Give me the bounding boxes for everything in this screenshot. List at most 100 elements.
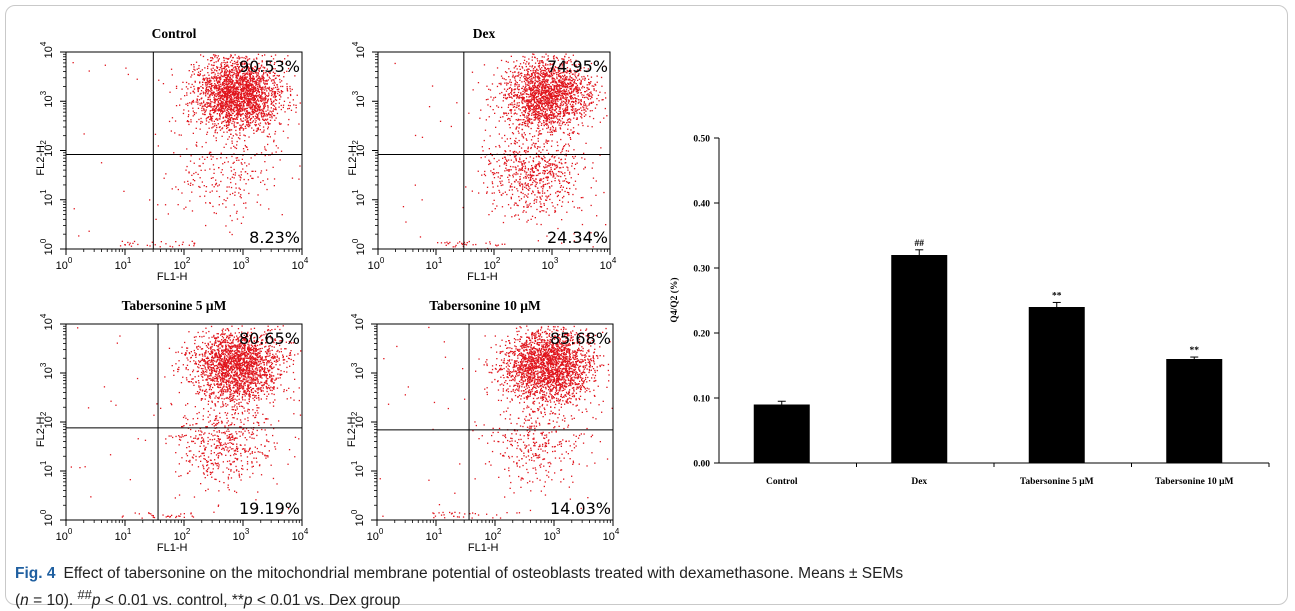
flow-y-tick-label: 100 (39, 238, 55, 255)
flow-y-axis-label: FL2-H (347, 145, 359, 176)
flow-y-tick-label: 103 (350, 362, 366, 379)
bar-y-tick-label: 0.00 (693, 460, 710, 470)
caption-n-symbol: n (20, 592, 29, 610)
caption-p-symbol-2: p (243, 592, 253, 610)
flow-y-tick-label: 104 (39, 313, 55, 330)
flow-x-axis-label: FL1-H (157, 271, 188, 283)
caption-vs-control: < 0.01 vs. control, ** (100, 592, 244, 610)
caption-line-1: Fig. 4 Effect of tabersonine on the mitoc… (15, 563, 1280, 584)
bar-y-tick-label: 0.30 (693, 265, 710, 275)
flow-x-tick-label: 102 (484, 256, 501, 272)
flow-frame-4 (376, 323, 614, 521)
flow-panel-3: 100100101101102102103103104104FL1-HFL2-H… (35, 298, 309, 554)
bar-chart: 0.00 0.10 0.20 0.30 0.40 0.50 Q4/Q2 (%) Control… (669, 135, 1270, 487)
flow-x-axis-label: FL1-H (467, 271, 498, 283)
flow-y-tick-label: 101 (39, 189, 55, 206)
caption-n-value: = 10). (28, 592, 78, 610)
flow-y-tick-label: 100 (350, 509, 366, 526)
flow-y-tick-label: 101 (39, 460, 55, 477)
flow-panel-2: 100100101101102102103103104104FL1-HFL2-H… (347, 26, 617, 283)
bar-category-label: Dex (911, 477, 927, 487)
quadrant-lower-right-value: 8.23% (249, 228, 300, 247)
quadrant-upper-right-value: 74.95% (547, 57, 608, 76)
flow-y-axis-label: FL2-H (35, 145, 47, 176)
bar-4 (1166, 359, 1223, 463)
flow-x-tick-label: 101 (426, 527, 443, 543)
quadrant-upper-right-value: 90.53% (239, 57, 300, 76)
caption-hash-mark: ## (77, 587, 92, 602)
flow-y-tick-label: 104 (350, 313, 366, 330)
flow-x-tick-label: 103 (542, 256, 559, 272)
quadrant-upper-right-value: 85.68% (550, 329, 611, 348)
bar-2 (891, 255, 948, 463)
figure-art: 100100101101102102103103104104FL1-HFL2-H… (35, 26, 1270, 554)
caption-p-symbol-1: p (91, 592, 101, 610)
flow-panel-4: 100100101101102102103103104104FL1-HFL2-H… (346, 298, 620, 554)
significance-mark: ** (1190, 346, 1200, 356)
flow-panel-title: Tabersonine 5 μM (122, 298, 227, 313)
flow-dots-1 (72, 53, 301, 248)
flow-x-tick-label: 103 (233, 256, 250, 272)
flow-x-tick-label: 100 (367, 527, 384, 543)
flow-x-tick-label: 102 (174, 527, 191, 543)
flow-y-tick-label: 103 (39, 90, 55, 107)
caption-text-1: Effect of tabersonine on the mitochondri… (63, 565, 904, 582)
bar-y-axis-label: Q4/Q2 (%) (669, 277, 680, 322)
quadrant-lower-right-value: 24.34% (547, 228, 608, 247)
flow-dots-2 (394, 53, 608, 250)
flow-panel-title: Dex (473, 26, 496, 41)
flow-dots-4 (379, 325, 613, 519)
quadrant-lower-right-value: 14.03% (550, 499, 611, 518)
flow-x-tick-label: 102 (174, 256, 191, 272)
flow-x-tick-label: 104 (603, 527, 620, 543)
flow-x-tick-label: 104 (292, 256, 309, 272)
flow-x-tick-label: 103 (233, 527, 250, 543)
figure-label: Fig. 4 (15, 565, 56, 582)
flow-x-tick-label: 104 (292, 527, 309, 543)
flow-y-tick-label: 104 (351, 41, 367, 58)
bar-category-label: Tabersonine 10 μM (1155, 477, 1233, 487)
flow-y-tick-label: 101 (351, 189, 367, 206)
flow-x-tick-label: 100 (368, 256, 385, 272)
flow-y-axis-label: FL2-H (346, 416, 358, 447)
flow-x-tick-label: 100 (56, 527, 73, 543)
flow-y-tick-label: 101 (350, 460, 366, 477)
flow-x-axis-label: FL1-H (468, 542, 499, 554)
flow-x-tick-label: 103 (544, 527, 561, 543)
flow-x-tick-label: 101 (115, 256, 132, 272)
bar-1 (753, 404, 810, 463)
flow-x-tick-label: 100 (56, 256, 73, 272)
significance-mark: ** (1052, 291, 1062, 301)
flow-x-axis-label: FL1-H (157, 542, 188, 554)
flow-dots-3 (70, 325, 302, 519)
bar-y-tick-label: 0.20 (693, 330, 710, 340)
bar-3 (1028, 307, 1085, 463)
bar-y-tick-label: 0.40 (693, 200, 710, 210)
caption-paren: ( (15, 592, 21, 610)
flow-y-tick-label: 103 (351, 90, 367, 107)
quadrant-lower-right-value: 19.19% (239, 499, 300, 518)
figure-frame: 100 100 101 101 102 102 103 103 104 104 FL1-H FL2-H… (5, 5, 1288, 609)
figure-caption: Fig. 4 Effect of tabersonine on the mitoc… (15, 563, 1280, 611)
flow-y-tick-label: 103 (39, 362, 55, 379)
bar-category-label: Tabersonine 5 μM (1020, 477, 1094, 487)
flow-frame-2 (377, 51, 611, 250)
flow-y-tick-label: 100 (351, 238, 367, 255)
caption-vs-dex: < 0.01 vs. Dex group (252, 592, 401, 610)
significance-mark: ## (915, 239, 925, 249)
caption-line-2: (n = 10). ##p < 0.01 vs. control, **p < … (15, 584, 1280, 611)
flow-x-tick-label: 102 (485, 527, 502, 543)
flow-panel-title: Control (152, 26, 197, 41)
flow-x-tick-label: 101 (426, 256, 443, 272)
flow-y-tick-label: 104 (39, 41, 55, 58)
flow-y-axis-label: FL2-H (35, 416, 47, 447)
flow-panel-title: Tabersonine 10 μM (429, 298, 541, 313)
quadrant-upper-right-value: 80.65% (239, 329, 300, 348)
flow-x-tick-label: 104 (600, 256, 617, 272)
bar-category-label: Control (766, 477, 798, 487)
flow-x-tick-label: 101 (115, 527, 132, 543)
bar-y-tick-label: 0.50 (693, 135, 710, 145)
flow-y-tick-label: 100 (39, 509, 55, 526)
flow-panel-1: 100100101101102102103103104104FL1-HFL2-H… (35, 26, 309, 283)
bar-y-tick-label: 0.10 (693, 395, 710, 405)
